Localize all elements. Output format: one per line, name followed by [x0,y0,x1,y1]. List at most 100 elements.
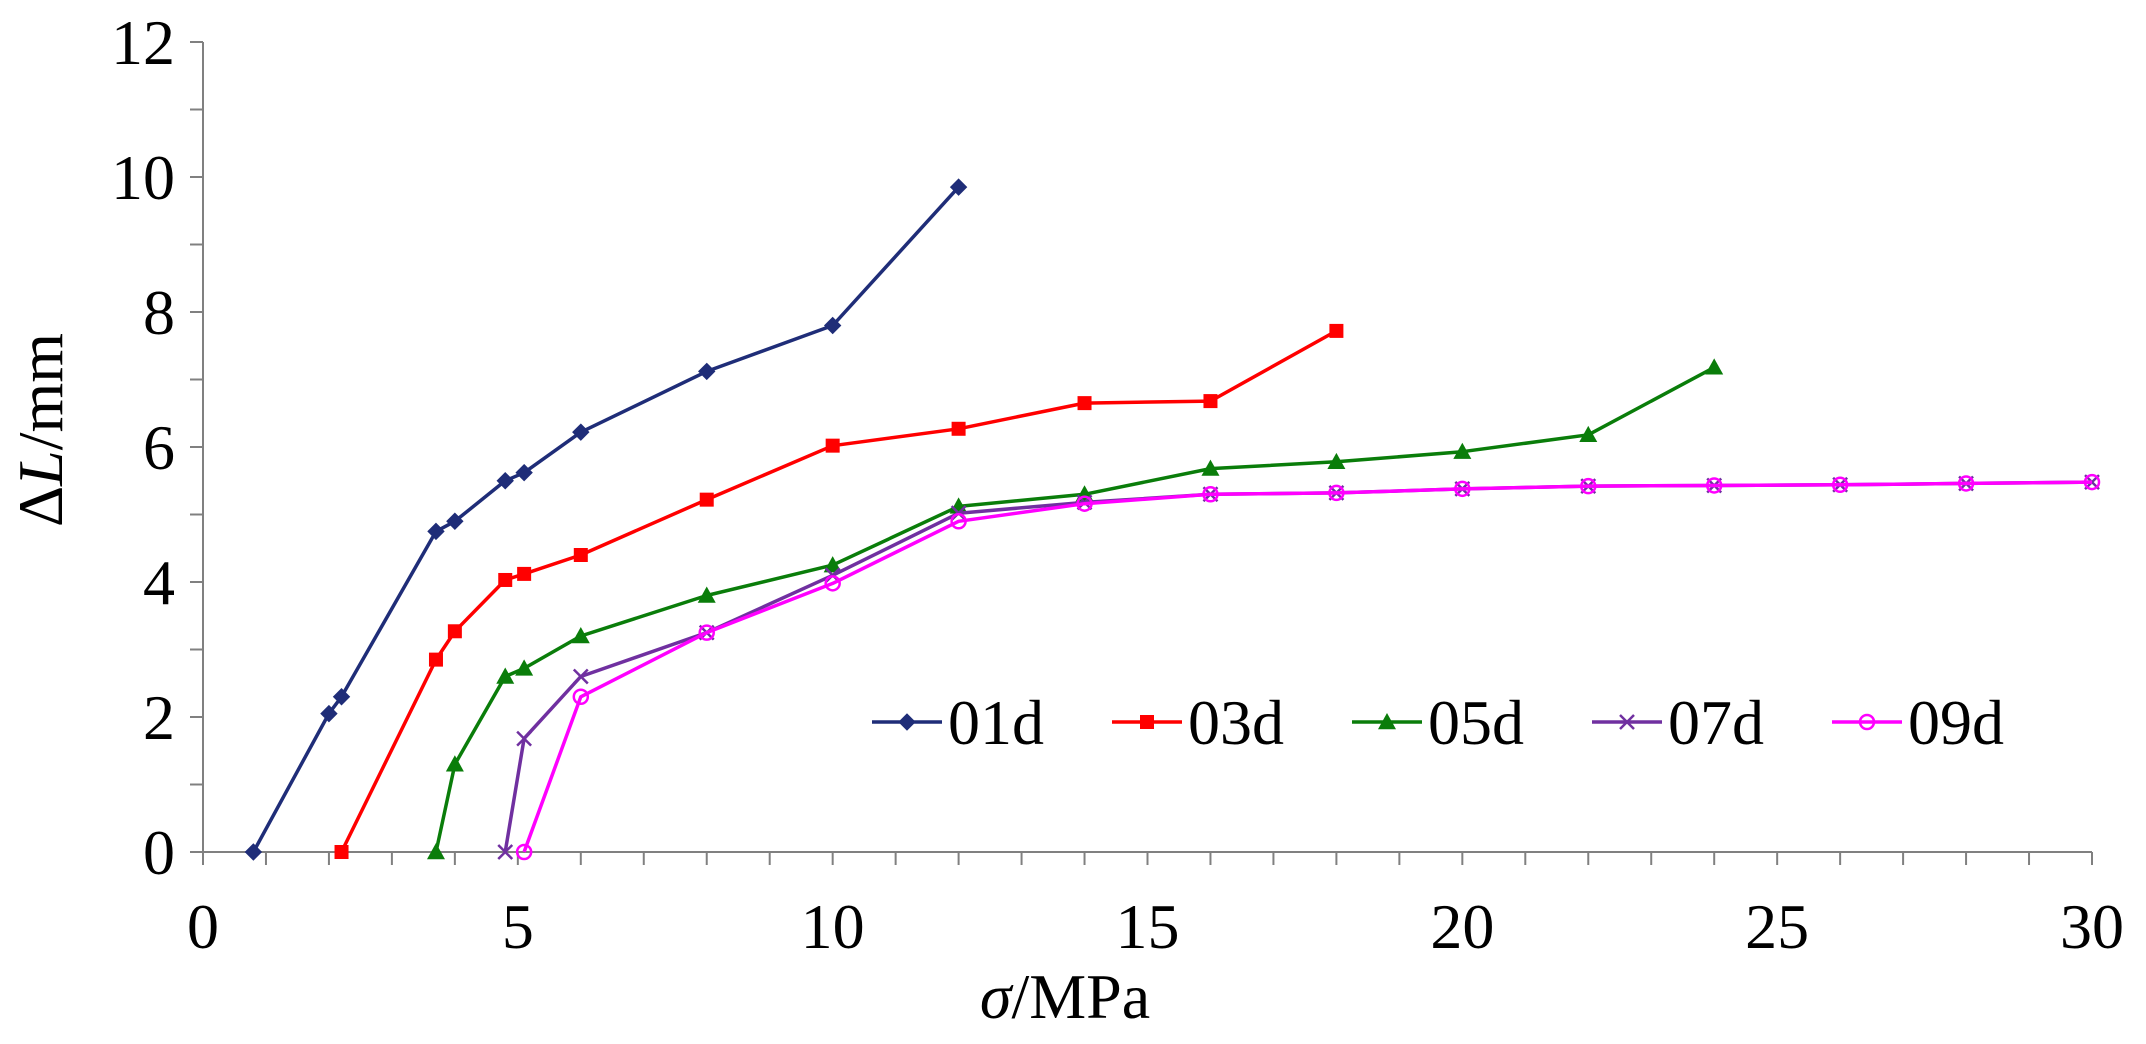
series-09d-marker [1076,495,1093,512]
series-01d [244,178,968,861]
series-09d-marker [1328,484,1345,502]
series-03d-line [339,329,1338,853]
series-03d [334,323,1344,859]
series-09d-marker [1858,713,1876,731]
series-05d-marker [1378,713,1396,730]
x-axis-symbol: σ [980,961,1014,1032]
series-01d-marker [244,843,263,861]
series-03d-marker [447,624,462,639]
legend-item-05d: 05d [1352,687,1524,758]
y-tick-label: 12 [111,7,175,78]
y-tick-label: 10 [111,142,175,213]
series-03d-marker [1140,715,1154,729]
series-09d-marker [1202,486,1219,503]
series-09d-marker [1454,480,1471,498]
series-05d-marker [697,586,716,603]
x-tick-label: 15 [1116,891,1180,962]
series-03d-marker [1203,394,1218,409]
series-07d-marker [497,844,514,860]
series-05d-marker [445,755,464,772]
x-tick-label: 5 [502,891,534,962]
x-axis-unit: /MPa [1011,961,1150,1032]
legend-item-03d: 03d [1112,687,1284,758]
series-01d-marker [572,423,590,441]
y-tick-label: 6 [143,412,175,483]
series-03d-marker [517,566,532,581]
series-01d-marker [515,463,533,482]
legend: 01d 03d 05d 07d 09d [872,687,2004,758]
series-01d-marker [823,316,842,335]
series-07d-line [503,480,2093,853]
series-05d-marker [1201,459,1220,476]
series-03d-marker [573,548,588,562]
series-03d-marker [428,652,443,667]
series-01d-marker [698,362,716,381]
series-05d-marker [496,667,515,684]
x-tick-label: 25 [1745,891,1809,962]
series-layer [244,178,2101,861]
series-05d-line [434,365,1716,853]
series-05d-marker [515,659,534,676]
series-05d-marker [1579,425,1598,443]
series-05d [426,358,1724,860]
series-07d-marker [572,668,589,685]
series-09d-marker [1580,477,1597,495]
series-05d-marker [1453,442,1472,459]
series-05d-marker [1327,452,1346,470]
series-09d-marker [1705,477,1723,494]
series-01d-marker [427,522,445,541]
y-tick-label: 0 [143,817,175,888]
series-09d-marker [1957,475,1975,492]
series-01d-marker [496,472,514,490]
series-09d-marker [824,575,841,592]
series-03d-marker [1329,323,1344,338]
y-tick-label: 8 [143,277,175,348]
series-05d-marker [1705,358,1724,375]
series-01d-marker [332,688,351,706]
x-tick-label: 0 [187,891,219,962]
legend-label: 09d [1908,687,2004,758]
series-03d-marker [699,492,714,507]
series-01d-line [251,185,960,853]
series-09d-line [522,480,2093,853]
legend-item-01d: 01d [872,687,1044,758]
series-01d-marker [898,713,916,731]
legend-item-09d: 09d [1832,687,2004,758]
series-03d-marker [334,845,349,859]
series-09d-marker [950,513,967,530]
series-05d-marker [571,627,590,644]
series-03d-marker [1077,396,1092,411]
x-tick-label: 20 [1430,891,1494,962]
x-tick-label: 10 [801,891,865,962]
legend-label: 07d [1668,687,1764,758]
legend-label: 05d [1428,687,1524,758]
series-03d-marker [498,572,513,587]
series-09d-marker [1831,476,1849,494]
legend-label: 03d [1188,687,1284,758]
legend-item-07d: 07d [1592,687,1764,758]
y-tick-label: 2 [143,682,175,753]
series-03d-marker [825,438,840,453]
series-07d-marker [516,730,533,747]
y-tick-label: 4 [143,547,175,618]
series-01d-marker [949,178,968,196]
axes: 0 2 4 6 8 10 12 0 5 10 15 20 25 30 [111,7,2124,962]
series-05d-marker [823,556,842,573]
series-07d-marker [1619,714,1635,730]
legend-label: 01d [948,687,1044,758]
y-axis-unit: /mm [5,333,76,450]
series-09d-marker [2083,473,2101,491]
series-05d-marker [426,843,445,860]
y-axis-title: ΔL/mm [5,333,76,527]
series-03d-marker [951,421,966,436]
series-01d-marker [446,512,464,530]
x-tick-label: 30 [2060,891,2124,962]
series-09d-marker [572,688,590,705]
series-09d-marker [698,624,715,641]
y-axis-prefix: Δ [5,486,76,527]
series-07d [497,474,2100,860]
series-09d-marker [515,843,533,861]
series-01d-marker [320,704,338,723]
x-axis-title: σ/MPa [980,961,1150,1032]
